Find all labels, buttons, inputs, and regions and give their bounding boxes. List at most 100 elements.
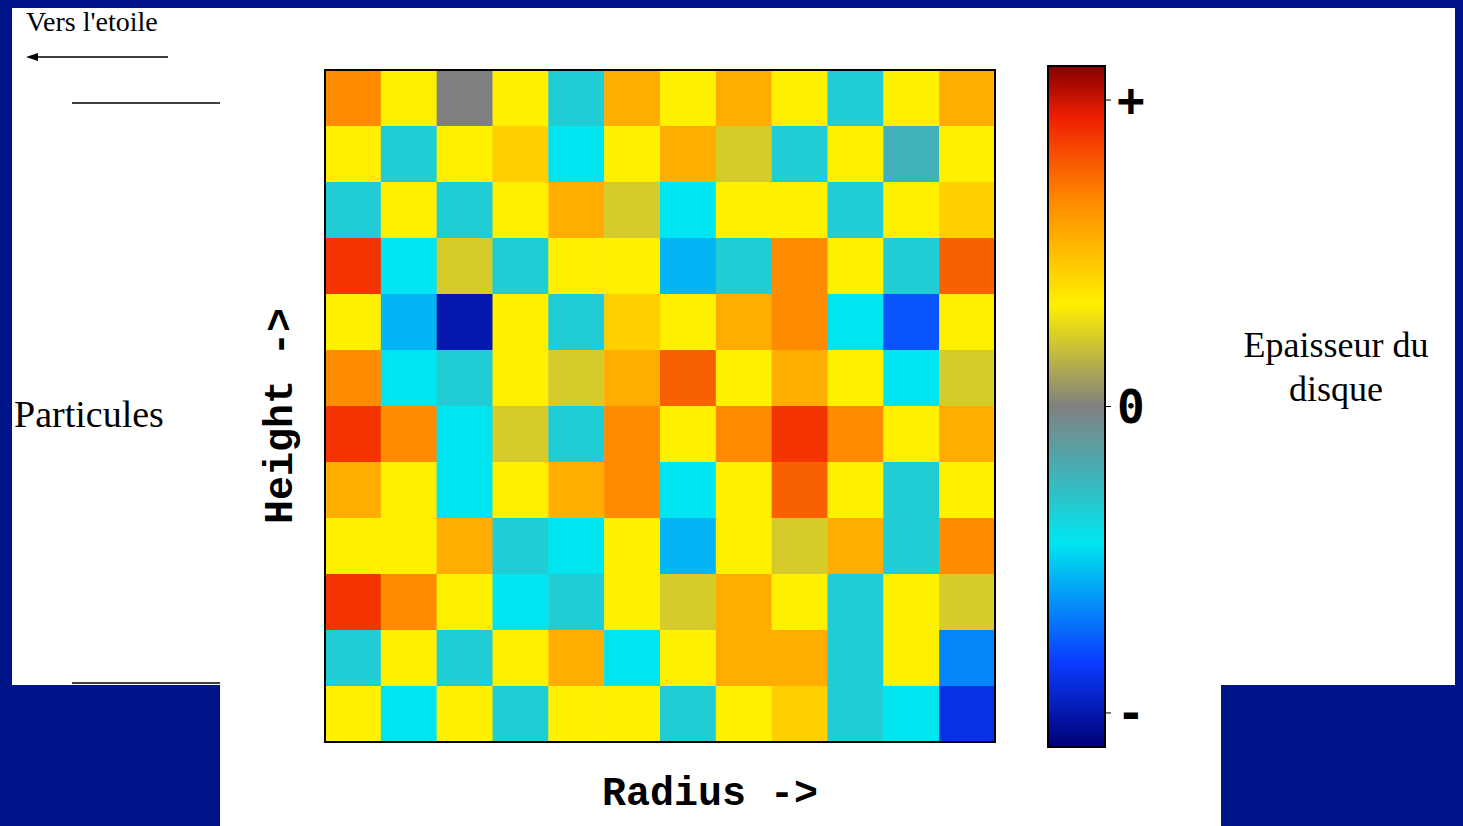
heatmap-cell — [660, 406, 716, 463]
background — [0, 0, 1463, 826]
heatmap-cell — [772, 686, 828, 742]
heatmap-cell — [716, 686, 772, 742]
layer-line — [72, 102, 220, 104]
heatmap-cell — [828, 518, 884, 575]
heatmap-cell — [939, 518, 995, 575]
heatmap-cell — [548, 630, 604, 687]
heatmap-cell — [548, 686, 604, 742]
heatmap-cell — [716, 238, 772, 295]
heatmap-cell — [604, 294, 660, 351]
heatmap-cell — [772, 350, 828, 407]
heatmap-cell — [325, 294, 381, 351]
x-axis-title: Radius -> — [602, 772, 818, 817]
heatmap-cell — [772, 238, 828, 295]
heatmap-cell — [548, 462, 604, 519]
heatmap-cell — [604, 686, 660, 742]
heatmap-cells — [325, 70, 995, 742]
heatmap-cell — [437, 462, 493, 519]
arrow-head — [26, 53, 38, 61]
heatmap-cell — [883, 126, 939, 183]
heatmap-cell — [493, 294, 549, 351]
heatmap-cell — [604, 406, 660, 463]
y-axis-title: Height -> — [259, 308, 304, 524]
heatmap-cell — [604, 182, 660, 239]
heatmap-cell — [437, 182, 493, 239]
colorbar-tick — [1105, 100, 1111, 101]
heatmap-cell — [772, 462, 828, 519]
heatmap-cell — [772, 126, 828, 183]
heatmap-cell — [493, 182, 549, 239]
heatmap-cell — [828, 406, 884, 463]
annotation: Vers l'etoile — [26, 6, 158, 37]
heatmap-cell — [883, 406, 939, 463]
heatmap-cell — [883, 630, 939, 687]
heatmap-cell — [716, 70, 772, 127]
heatmap-cell — [548, 350, 604, 407]
heatmap-cell — [828, 126, 884, 183]
heatmap-cell — [939, 182, 995, 239]
heatmap-cell — [493, 406, 549, 463]
colorbar-tick-label: + — [1117, 73, 1145, 127]
heatmap-cell — [939, 462, 995, 519]
heatmap-cell — [772, 294, 828, 351]
heatmap-cell — [604, 238, 660, 295]
slide: Vers l'etoile Particules Radius -> Height -… — [0, 0, 1463, 826]
heatmap-cell — [381, 574, 437, 631]
heatmap-cell — [883, 686, 939, 742]
heatmap-cell — [716, 126, 772, 183]
heatmap-cell — [493, 462, 549, 519]
annotation: Particules — [14, 393, 164, 435]
heatmap-cell — [548, 182, 604, 239]
heatmap-cell — [660, 462, 716, 519]
heatmap-cell — [548, 518, 604, 575]
heatmap-cell — [716, 574, 772, 631]
heatmap-cell — [381, 182, 437, 239]
heatmap-cell — [325, 630, 381, 687]
heatmap-cell — [325, 70, 381, 127]
layer-line — [72, 682, 220, 684]
heatmap-cell — [772, 630, 828, 687]
colorbar-tick-label: 0 — [1117, 380, 1145, 434]
heatmap-cell — [604, 462, 660, 519]
heatmap-cell — [381, 294, 437, 351]
heatmap-cell — [604, 126, 660, 183]
heatmap-cell — [548, 294, 604, 351]
heatmap-cell — [716, 630, 772, 687]
heatmap-cell — [660, 518, 716, 575]
colorbar-tick — [1105, 406, 1111, 407]
heatmap-cell — [716, 462, 772, 519]
colorbar-title: Epaisseur dudisque — [1244, 325, 1429, 409]
heatmap-cell — [883, 70, 939, 127]
heatmap-cell — [325, 574, 381, 631]
heatmap-cell — [437, 126, 493, 183]
heatmap-cell — [828, 462, 884, 519]
heatmap-cell — [548, 70, 604, 127]
heatmap-cell — [493, 238, 549, 295]
heatmap-cell — [437, 238, 493, 295]
heatmap-cell — [939, 574, 995, 631]
heatmap-cell — [883, 574, 939, 631]
heatmap-cell — [660, 126, 716, 183]
heatmap-cell — [381, 70, 437, 127]
heatmap-cell — [716, 406, 772, 463]
heatmap-cell — [381, 126, 437, 183]
heatmap-cell — [660, 350, 716, 407]
heatmap-cell — [381, 350, 437, 407]
heatmap-cell — [325, 350, 381, 407]
heatmap-cell — [437, 350, 493, 407]
colorbar — [1048, 66, 1105, 747]
heatmap-cell — [939, 126, 995, 183]
heatmap-cell — [828, 182, 884, 239]
colorbar-tick — [1105, 712, 1111, 713]
heatmap-cell — [604, 574, 660, 631]
heatmap-cell — [604, 70, 660, 127]
heatmap-cell — [325, 126, 381, 183]
heatmap-cell — [939, 238, 995, 295]
heatmap-cell — [716, 294, 772, 351]
heatmap-cell — [548, 406, 604, 463]
heatmap-cell — [828, 294, 884, 351]
heatmap-cell — [939, 294, 995, 351]
heatmap-cell — [772, 574, 828, 631]
heatmap-cell — [437, 686, 493, 742]
heatmap-cell — [939, 70, 995, 127]
